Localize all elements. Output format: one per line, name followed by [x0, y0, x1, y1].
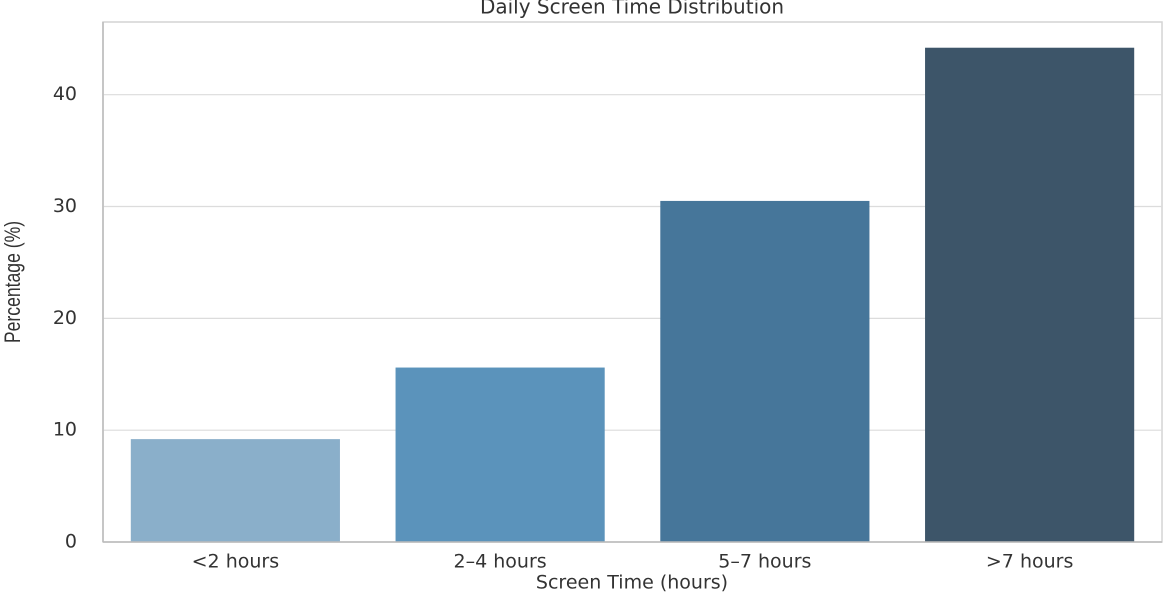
x-tick-label: 5–7 hours — [718, 551, 811, 573]
bar — [395, 367, 605, 542]
y-tick-label: 0 — [65, 531, 77, 553]
y-tick-label: 30 — [53, 195, 77, 217]
chart-title: Daily Screen Time Distribution — [480, 0, 784, 19]
x-tick-label: <2 hours — [192, 551, 279, 573]
x-tick-label: >7 hours — [986, 551, 1073, 573]
bar — [925, 47, 1135, 542]
x-axis-label: Screen Time (hours) — [536, 572, 728, 593]
y-tick-label: 40 — [53, 83, 77, 105]
x-tick-label: 2–4 hours — [454, 551, 547, 573]
bar — [130, 439, 340, 542]
bar — [660, 200, 870, 542]
y-tick-label: 20 — [53, 307, 77, 329]
y-axis-label: Percentage (%) — [1, 221, 25, 343]
y-tick-label: 10 — [53, 419, 77, 441]
